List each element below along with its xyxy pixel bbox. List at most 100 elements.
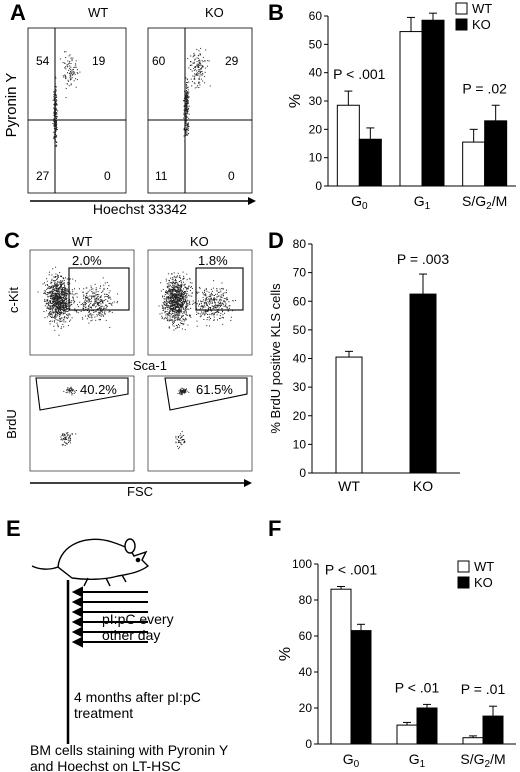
flow-event-dot [184, 90, 185, 92]
flow-event-dot [59, 283, 61, 285]
flow-event-dot [165, 290, 167, 292]
flow-event-dot [52, 299, 54, 301]
flow-event-dot [184, 298, 186, 300]
flow-event-dot [59, 288, 61, 290]
flow-event-dot [61, 290, 63, 292]
x-axis-label: Hoechst 33342 [93, 201, 187, 215]
flow-event-dot [59, 292, 61, 294]
flow-event-dot [63, 301, 65, 303]
flow-event-dot [89, 314, 91, 316]
flow-event-dot [188, 286, 190, 288]
flow-event-dot [179, 311, 181, 313]
flow-event-dot [184, 112, 186, 114]
flow-event-dot [50, 307, 52, 309]
flow-event-dot [64, 288, 66, 290]
flow-event-dot [50, 308, 52, 310]
flow-event-dot [173, 300, 175, 302]
flow-event-dot [206, 319, 208, 321]
flow-event-dot [54, 128, 56, 130]
flow-event-dot [187, 304, 189, 306]
flow-event-dot [186, 388, 187, 390]
flow-event-dot [186, 301, 188, 303]
flow-event-dot [184, 127, 186, 129]
flow-event-dot [198, 64, 200, 66]
flow-event-dot [176, 306, 178, 308]
flow-event-dot [220, 304, 222, 306]
flow-event-dot [186, 93, 188, 95]
flow-event-dot [102, 314, 104, 316]
flow-event-dot [188, 391, 190, 393]
flow-event-dot [213, 316, 215, 318]
flow-event-dot [82, 318, 84, 320]
flow-event-dot [59, 58, 61, 60]
flow-event-dot [72, 57, 74, 59]
flow-event-dot [56, 287, 58, 289]
flow-event-dot [177, 284, 179, 286]
flow-event-dot [178, 295, 180, 297]
flow-event-dot [65, 51, 67, 53]
flow-event-dot [187, 287, 189, 289]
flow-event-dot [66, 293, 68, 294]
flow-event-dot [178, 292, 180, 294]
flow-event-dot [56, 312, 58, 314]
flow-event-dot [46, 316, 48, 318]
flow-event-dot [174, 286, 175, 288]
flow-event-dot [66, 305, 68, 307]
flow-event-dot [173, 307, 175, 309]
flow-event-dot [169, 306, 171, 307]
flow-event-dot [180, 443, 182, 445]
flow-event-dot [104, 311, 106, 313]
flow-event-dot [210, 310, 212, 312]
flow-event-dot [170, 304, 172, 306]
flow-event-dot [54, 317, 56, 319]
flow-event-dot [178, 308, 179, 310]
flow-event-dot [53, 112, 55, 113]
category-label-0: G0 [343, 751, 360, 770]
flow-event-dot [181, 301, 183, 303]
flow-event-dot [72, 389, 74, 391]
flow-event-dot [180, 390, 181, 392]
flow-event-dot [187, 125, 189, 127]
flow-event-dot [183, 129, 185, 131]
legend-label-ko: KO [474, 575, 493, 590]
flow-event-dot [172, 289, 174, 291]
flow-event-dot [171, 282, 173, 284]
flow-event-dot [100, 300, 102, 302]
flow-event-dot [184, 99, 186, 101]
flow-event-dot [78, 306, 80, 308]
flow-event-dot [174, 320, 176, 322]
flow-event-dot [55, 141, 57, 143]
flow-event-dot [69, 69, 71, 71]
flow-event-dot [55, 297, 57, 299]
flow-event-dot [182, 299, 184, 301]
flow-event-dot [87, 315, 89, 317]
flow-event-dot [182, 389, 184, 391]
flow-event-dot [210, 292, 212, 294]
flow-event-dot [73, 73, 75, 75]
flow-event-dot [169, 317, 171, 319]
flow-event-dot [186, 306, 187, 308]
flow-event-dot [174, 309, 176, 311]
flow-event-dot [204, 289, 206, 291]
flow-event-dot [62, 289, 64, 290]
kls-gate-wt [68, 267, 130, 311]
flow-event-dot [168, 279, 170, 281]
flow-event-dot [56, 285, 58, 287]
flow-event-dot [166, 286, 168, 288]
flow-event-dot [106, 296, 108, 298]
flow-event-dot [108, 303, 110, 304]
flow-event-dot [198, 305, 200, 307]
flow-event-dot [62, 287, 64, 288]
flow-event-dot [222, 311, 223, 313]
flow-event-dot [56, 289, 58, 291]
flow-event-dot [72, 278, 74, 280]
flow-event-dot [180, 301, 182, 303]
flow-event-dot [94, 297, 96, 299]
gate-pct-ko-bottom: 61.5% [196, 382, 233, 397]
flow-event-dot [62, 443, 64, 445]
flow-event-dot [177, 445, 178, 447]
flow-event-dot [69, 314, 71, 316]
flow-event-dot [56, 123, 58, 125]
flow-event-dot [67, 290, 69, 292]
flow-event-dot [98, 304, 99, 306]
